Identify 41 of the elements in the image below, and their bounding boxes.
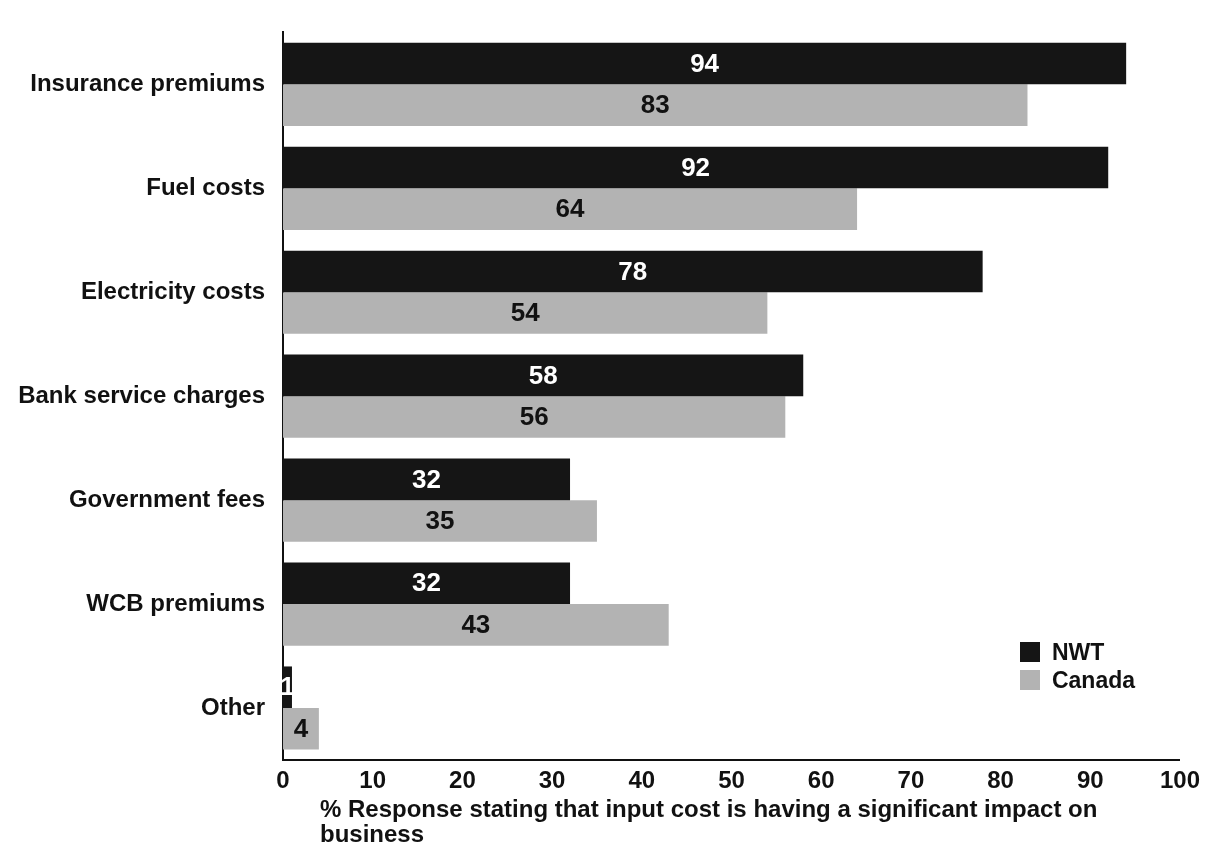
y-tick-label: Other <box>200 692 265 720</box>
y-tick-label: Electricity costs <box>80 276 265 304</box>
legend-label: NWT <box>1051 638 1105 666</box>
bar <box>283 396 786 438</box>
x-tick-label: 0 <box>276 766 290 794</box>
x-tick-label: 70 <box>897 766 925 794</box>
x-axis-title: % Response stating that input cost is having a significant impact on business <box>320 795 1099 847</box>
legend-label: Canada <box>1051 666 1136 694</box>
x-tick-label: 90 <box>1076 766 1104 794</box>
x-tick-label: 50 <box>718 766 745 794</box>
data-label: 94 <box>690 47 720 78</box>
data-label: 54 <box>510 297 541 328</box>
bar <box>283 604 669 646</box>
x-tick-label: 100 <box>1159 766 1200 794</box>
y-tick-label: Government fees <box>68 484 265 512</box>
x-tick-label: 20 <box>449 766 476 794</box>
bar <box>283 188 858 230</box>
y-tick-label: WCB premiums <box>86 588 265 616</box>
data-label: 32 <box>412 463 441 494</box>
data-label: 58 <box>528 359 558 390</box>
data-label: 43 <box>461 609 491 640</box>
x-tick-label: 10 <box>359 766 387 794</box>
x-tick-label: 80 <box>987 766 1014 794</box>
x-tick-label: 60 <box>807 766 835 794</box>
x-tick-label: 40 <box>628 766 656 794</box>
bar <box>283 708 319 750</box>
y-tick-label: Bank service charges <box>18 380 265 408</box>
data-label: 83 <box>640 89 670 120</box>
data-label: 78 <box>618 255 648 286</box>
x-tick-label: 30 <box>538 766 566 794</box>
data-label: 56 <box>519 401 549 432</box>
data-label: 35 <box>425 505 455 536</box>
bar <box>283 500 597 542</box>
bar <box>283 84 1028 126</box>
y-tick-label: Insurance premiums <box>30 69 265 96</box>
y-tick-label: Fuel costs <box>146 172 265 200</box>
data-label: 32 <box>412 567 441 598</box>
data-label: 92 <box>681 151 711 182</box>
bar <box>283 292 768 334</box>
data-label: 4 <box>293 712 309 743</box>
data-label: 64 <box>555 193 586 224</box>
